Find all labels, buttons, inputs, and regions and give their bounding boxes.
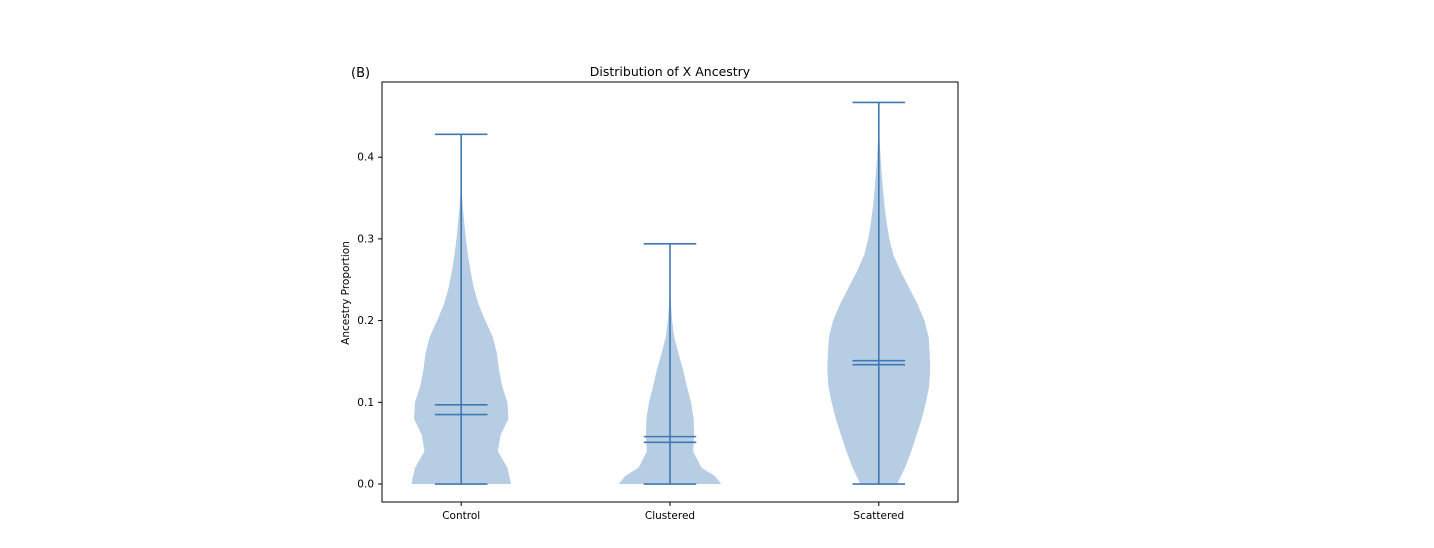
y-tick-label: 0.0 — [357, 479, 374, 491]
y-axis-label: Ancestry Proportion — [340, 241, 352, 345]
y-tick-label: 0.3 — [357, 233, 374, 245]
panel-label: (B) — [351, 66, 370, 81]
x-tick-label: Clustered — [645, 510, 695, 522]
violin-scattered — [827, 101, 931, 485]
violin-control — [411, 133, 511, 485]
plot-area — [411, 101, 931, 485]
y-tick-label: 0.2 — [357, 315, 374, 327]
violin-clustered — [618, 242, 722, 485]
x-tick-label: Control — [442, 510, 480, 522]
x-axis: Control Clustered Scattered — [442, 502, 904, 522]
chart-title: Distribution of X Ancestry — [590, 64, 751, 79]
x-tick-label: Scattered — [853, 510, 904, 522]
y-axis: 0.0 0.1 0.2 0.3 0.4 — [357, 152, 382, 491]
y-tick-label: 0.4 — [357, 152, 374, 164]
y-tick-label: 0.1 — [357, 397, 374, 409]
